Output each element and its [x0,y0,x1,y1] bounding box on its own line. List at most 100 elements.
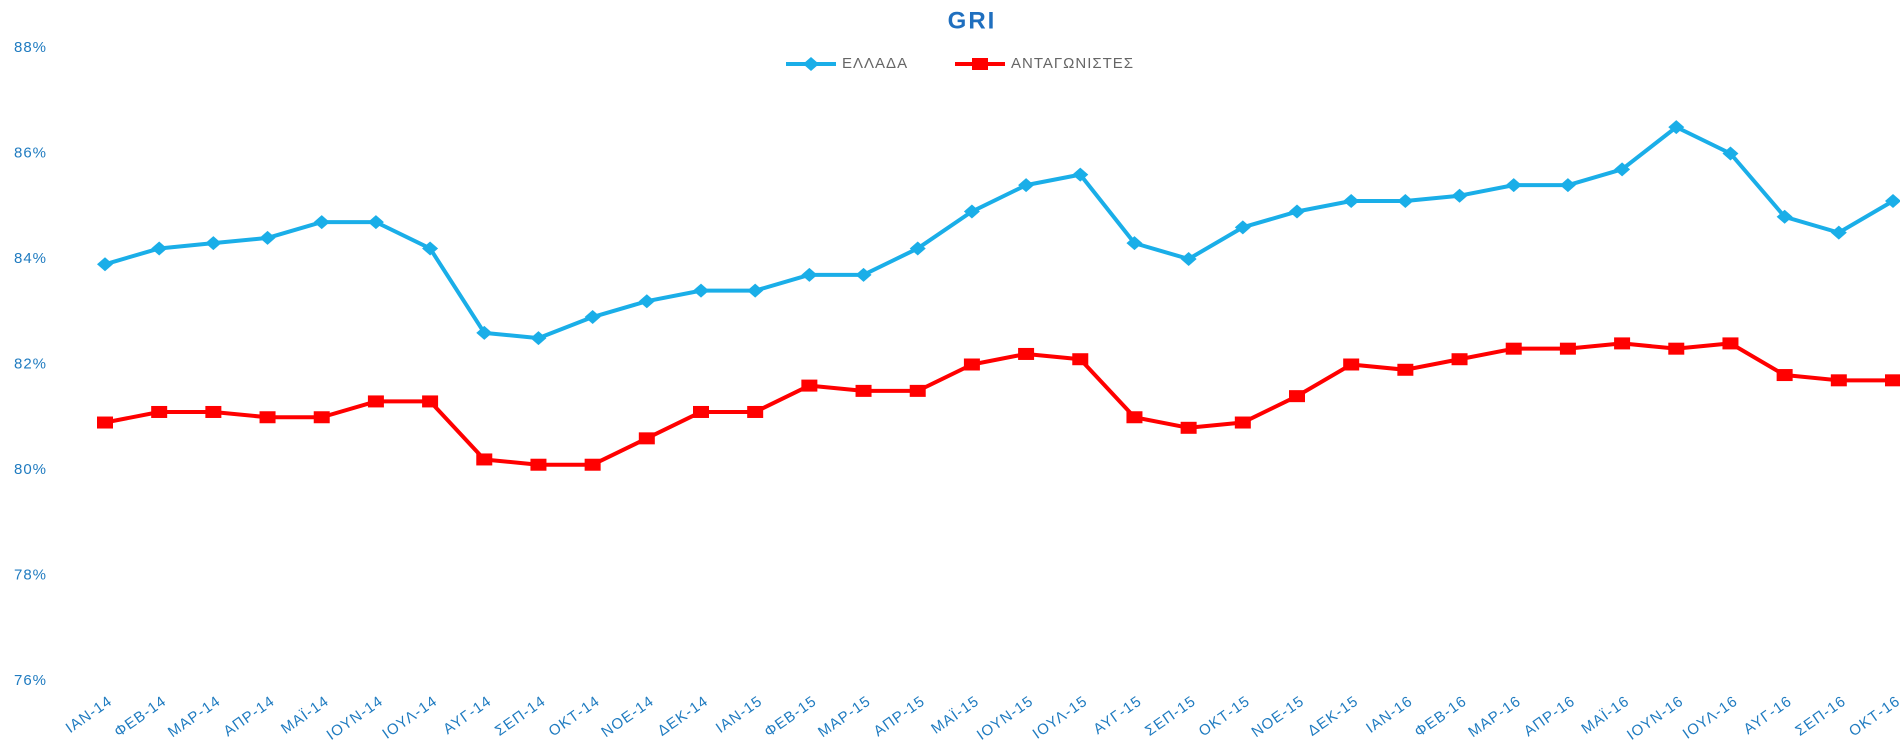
x-tick-label: ΝΟΕ-15 [1249,693,1308,741]
marker [909,241,926,256]
x-tick-label: ΑΥΓ-14 [440,693,495,738]
x-tick-label: ΑΠΡ-16 [1521,693,1579,740]
marker [205,405,222,418]
marker [693,283,709,298]
marker [1018,347,1035,360]
x-tick-label: ΙΟΥΝ-15 [974,693,1037,743]
marker [313,215,330,230]
x-tick-label: ΑΥΓ-16 [1741,693,1796,738]
marker [476,325,493,340]
x-tick-label: ΜΑΡ-15 [815,693,874,741]
marker [422,395,439,408]
marker [1451,188,1468,203]
marker [259,230,276,245]
x-tick-label: ΔΕΚ-15 [1305,693,1362,740]
x-tick-label: ΟΚΤ-14 [546,693,604,740]
x-tick-label: ΑΠΡ-15 [871,693,929,740]
marker [1559,342,1576,355]
chart-title: GRI [948,7,997,34]
marker [1885,374,1900,387]
marker [584,310,601,325]
marker [530,331,547,346]
marker [313,411,330,424]
marker [1343,193,1360,208]
marker [1397,193,1414,208]
marker [1830,374,1847,387]
x-tick-label: ΑΥΓ-15 [1090,693,1145,738]
y-tick-label: 86% [14,144,47,161]
marker [1830,225,1847,240]
marker [855,267,872,282]
marker [97,416,113,429]
x-tick-label: ΙΟΥΝ-16 [1624,693,1687,743]
x-tick-label: ΜΑΡ-14 [165,693,224,741]
x-tick-label: ΙΑΝ-16 [1363,693,1416,737]
y-tick-label: 82% [14,355,47,372]
x-tick-label: ΑΠΡ-14 [220,693,278,740]
marker [1451,353,1468,366]
marker [1614,337,1631,350]
marker [1180,421,1197,434]
marker [1776,369,1793,382]
marker [367,215,384,230]
marker [151,405,168,418]
marker [693,405,709,418]
x-tick-label: ΣΕΠ-14 [492,693,549,740]
marker [259,411,276,424]
marker [803,57,819,71]
marker [151,241,168,256]
marker [1126,236,1143,251]
marker [1289,390,1305,403]
x-tick-label: ΙΟΥΛ-14 [379,693,440,743]
marker [1234,416,1251,429]
marker [747,283,764,298]
marker [1397,363,1414,376]
marker [1559,178,1576,193]
marker [801,379,818,392]
marker [1722,337,1739,350]
marker [1722,146,1739,161]
x-tick-label: ΦΕΒ-15 [761,693,820,741]
marker [422,241,439,256]
y-tick-label: 78% [14,566,47,583]
marker [801,267,818,282]
legend-label: ΕΛΛΑΔΑ [842,55,908,72]
marker [1072,353,1089,366]
x-tick-label: ΙΑΝ-15 [713,693,766,737]
marker [638,432,655,445]
marker [1668,120,1685,135]
x-tick-label: ΟΚΤ-16 [1846,693,1900,740]
marker [1668,342,1685,355]
marker [584,458,601,471]
series-line [104,341,1893,467]
x-tick-label: ΜΑΡ-16 [1465,693,1524,741]
x-tick-label: ΣΕΠ-15 [1142,693,1199,740]
marker [909,384,926,397]
marker [1126,411,1143,424]
marker [367,395,384,408]
marker [1614,162,1631,177]
x-tick-label: ΔΕΚ-14 [655,693,712,740]
x-tick-label: ΣΕΠ-16 [1792,693,1849,740]
marker [1505,342,1522,355]
marker [1234,220,1251,235]
marker [1180,252,1197,266]
x-tick-label: ΙΑΝ-14 [63,693,116,737]
marker [972,58,988,70]
y-tick-label: 80% [14,461,47,478]
series-line [104,125,1895,341]
marker [638,294,655,309]
marker [476,453,493,466]
x-tick-label: ΦΕΒ-16 [1411,693,1470,741]
marker [963,358,980,371]
marker [855,384,872,397]
marker [1343,358,1360,371]
y-tick-label: 84% [14,250,47,267]
marker [1072,167,1089,182]
x-tick-label: ΙΟΥΛ-15 [1030,693,1091,743]
marker [97,257,113,272]
x-tick-label: ΟΚΤ-15 [1196,693,1254,740]
y-tick-label: 76% [14,672,47,689]
y-tick-label: 88% [14,39,47,56]
